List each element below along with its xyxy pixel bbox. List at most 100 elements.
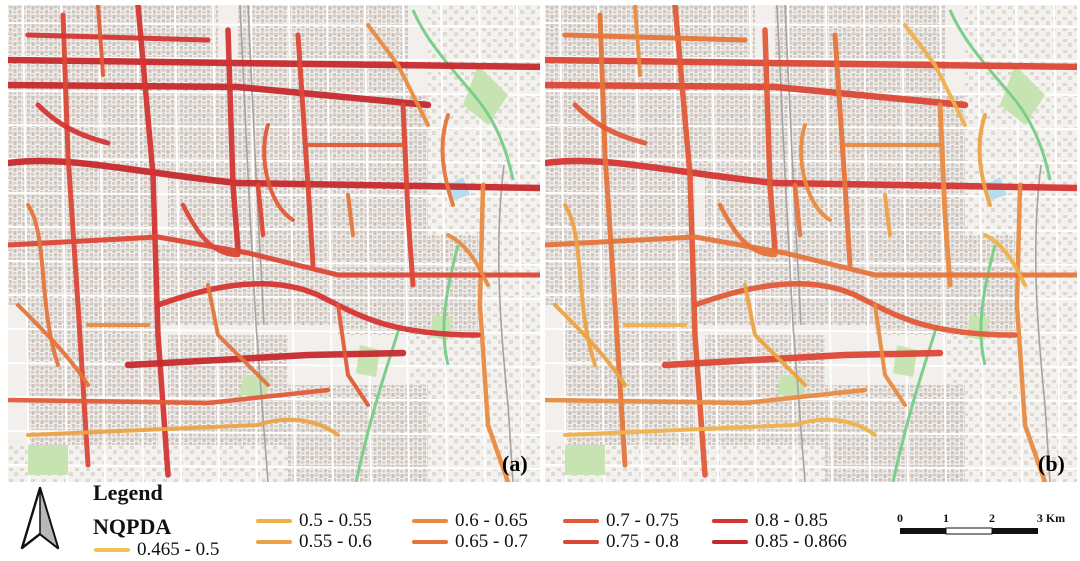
legend-item-label: 0.65 - 0.7	[455, 531, 528, 552]
road-segment	[180, 202, 241, 258]
road-segment	[225, 27, 241, 253]
park-area	[893, 345, 917, 377]
legend-swatch	[563, 540, 599, 544]
scale-segment	[945, 527, 993, 535]
road-segment	[35, 102, 111, 146]
road-segment	[832, 32, 853, 268]
minor-road	[939, 5, 947, 482]
road-segment	[672, 5, 708, 478]
road-segment	[26, 203, 60, 367]
minor-road	[545, 396, 1077, 402]
minor-road	[901, 5, 909, 482]
minor-road	[8, 22, 540, 28]
minor-road	[8, 362, 540, 368]
road-network	[545, 5, 1077, 482]
scale-tick-label: 1	[943, 511, 949, 525]
legend-item-label: 0.75 - 0.8	[606, 531, 679, 552]
road-segment	[545, 234, 1077, 278]
road-segment	[883, 193, 892, 237]
road-segment	[717, 202, 778, 258]
legend-item: 0.465 - 0.5	[94, 539, 219, 561]
road-segment	[155, 280, 481, 338]
road-segment	[597, 12, 628, 468]
green-corridor	[354, 324, 402, 482]
minor-road	[545, 294, 1077, 300]
minor-road	[8, 464, 540, 470]
legend-title: Legend	[93, 480, 163, 505]
road-segment	[366, 23, 430, 127]
green-corridor	[979, 244, 997, 366]
scale-tick-label: 2	[989, 511, 995, 525]
road-segment	[96, 5, 105, 77]
road-segment	[336, 303, 370, 407]
road-segment	[8, 56, 540, 71]
green-corridor	[411, 9, 515, 181]
minor-road	[545, 362, 1077, 368]
road-segment	[135, 5, 171, 478]
legend-item-label: 0.8 - 0.85	[755, 510, 828, 531]
road-segment	[8, 81, 432, 109]
minor-road	[1053, 5, 1061, 482]
minor-road	[8, 124, 540, 130]
road-segment	[440, 113, 455, 207]
road-segment	[743, 283, 807, 387]
park-area	[1000, 65, 1045, 125]
legend-item: 0.8 - 0.85	[712, 510, 828, 532]
road-segment	[545, 387, 868, 406]
minor-road	[545, 158, 1077, 164]
legend-item: 0.5 - 0.55	[256, 510, 372, 532]
legend-swatch	[563, 519, 599, 523]
road-segment	[16, 303, 90, 387]
minor-road	[545, 124, 1077, 130]
road-segment	[446, 233, 490, 287]
road-segment	[937, 102, 953, 288]
green-corridor	[948, 9, 1052, 181]
road-segment	[983, 233, 1027, 287]
green-corridor	[891, 324, 939, 482]
road-segment	[295, 32, 316, 268]
scale-bar: 0 1 2 3 Km	[897, 511, 1065, 535]
road-segment	[124, 349, 407, 369]
map-panel-a	[8, 5, 540, 482]
road-segment	[563, 203, 597, 367]
road-segment	[545, 157, 1077, 192]
scale-segment	[900, 528, 946, 534]
road-segment	[255, 182, 266, 238]
legend-item-label: 0.465 - 0.5	[137, 539, 220, 560]
park-area	[240, 375, 270, 397]
legend-item: 0.6 - 0.65	[412, 510, 528, 532]
minor-road	[440, 5, 448, 482]
legend-item: 0.75 - 0.8	[563, 531, 679, 553]
map-panel-b	[545, 5, 1077, 482]
park-area	[28, 445, 68, 475]
road-segment	[346, 193, 355, 237]
park-area	[777, 375, 807, 397]
legend-item: 0.65 - 0.7	[412, 531, 528, 553]
north-arrow-icon	[20, 486, 60, 550]
road-segment	[400, 102, 416, 288]
legend-swatch	[412, 519, 448, 523]
legend-swatch	[256, 540, 292, 544]
building-block	[238, 5, 408, 95]
scale-tick-label: 0	[897, 511, 903, 525]
road-segment	[873, 303, 907, 407]
minor-road	[545, 56, 1077, 62]
road-segment	[25, 32, 211, 43]
minor-road	[545, 464, 1077, 470]
road-segment	[545, 81, 969, 109]
map-legend: Legend NQPDA 0.465 - 0.5 0.5 - 0.55 0.55…	[0, 478, 1080, 560]
road-segment	[553, 303, 627, 387]
minor-road	[825, 5, 833, 482]
road-segment	[792, 182, 803, 238]
road-segment	[477, 182, 511, 482]
building-block	[775, 5, 945, 95]
legend-swatch	[256, 519, 292, 523]
minor-road	[326, 5, 334, 482]
minor-road	[545, 260, 1077, 266]
building-block	[338, 95, 428, 235]
legend-item-label: 0.6 - 0.65	[455, 510, 528, 531]
green-corridor	[442, 244, 460, 366]
minor-road	[8, 294, 540, 300]
minor-road	[977, 5, 985, 482]
scale-tick-label: 3 Km	[1037, 511, 1065, 525]
